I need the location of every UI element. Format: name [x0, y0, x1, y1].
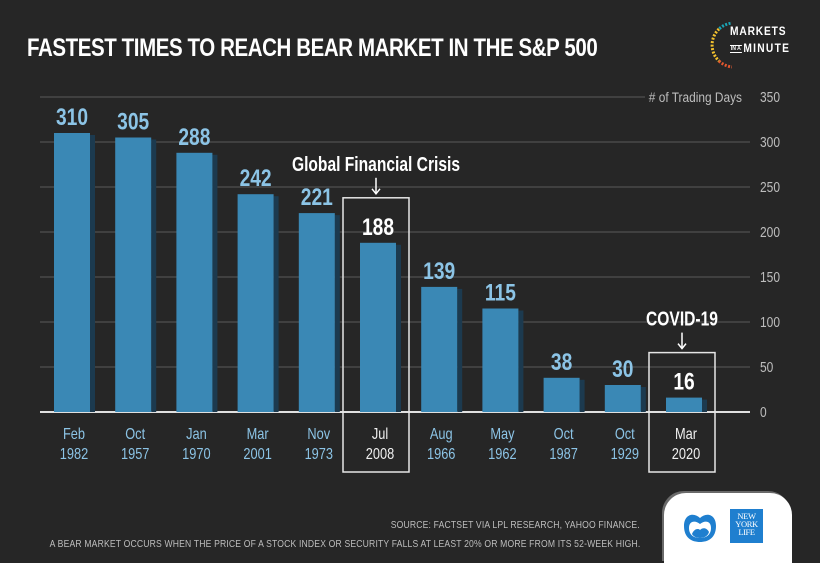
highlight-box — [342, 197, 410, 473]
bar-shadow — [396, 244, 401, 412]
x-tick-month: Aug — [430, 426, 453, 444]
bar-shadow — [579, 379, 585, 412]
bar-value-label: 221 — [301, 183, 333, 211]
bar-value-label: 305 — [117, 107, 149, 135]
logo-line-2: IN A MINUTE — [730, 41, 790, 55]
bar-shadow — [90, 135, 95, 412]
x-tick-year: 1966 — [427, 446, 455, 464]
bar-value-label: 188 — [362, 213, 394, 241]
bar — [360, 242, 396, 412]
bar-value-label: 115 — [485, 278, 516, 306]
y-axis-title: # of Trading Days — [649, 89, 743, 105]
y-tick-label: 100 — [760, 314, 780, 331]
x-tick-year: 1970 — [182, 446, 210, 464]
logo-line-1: MARKETS — [730, 24, 787, 38]
bar — [298, 213, 335, 412]
bar — [176, 152, 213, 413]
logo-ring-icon — [710, 21, 732, 69]
y-tick-label: 200 — [760, 224, 780, 241]
bar — [421, 286, 458, 412]
x-tick-year: 2020 — [672, 446, 700, 464]
new-york-life-mark-icon — [684, 514, 716, 542]
nyl-line: LIFE — [738, 527, 755, 537]
x-tick-year: 2001 — [243, 446, 271, 464]
bar-value-label: 139 — [423, 257, 455, 285]
x-tick-month: Oct — [554, 426, 574, 444]
x-tick-month: Nov — [307, 426, 330, 444]
y-tick-label: 300 — [760, 134, 780, 151]
annotation-arrowhead-icon — [371, 188, 381, 196]
annotation-label: Global Financial Crisis — [292, 153, 460, 175]
bar — [482, 308, 519, 412]
bar-value-label: 16 — [673, 368, 694, 396]
bar-value-label: 30 — [612, 355, 633, 383]
logo-minute: MINUTE — [743, 41, 791, 55]
x-tick-year: 1982 — [60, 446, 88, 464]
x-tick-month: Mar — [247, 426, 269, 444]
bar — [666, 397, 702, 412]
x-tick-year: 1957 — [121, 446, 149, 464]
bar-value-label: 242 — [240, 164, 272, 192]
y-tick-label: 50 — [760, 359, 774, 376]
markets-in-a-minute-logo: MARKETS IN A MINUTE — [710, 20, 810, 70]
x-tick-month: Jan — [186, 426, 207, 444]
nyl-line: NEW — [737, 511, 756, 521]
bar — [115, 137, 152, 412]
bar-shadow — [457, 288, 463, 412]
x-tick-year: 1973 — [305, 446, 333, 464]
bar — [604, 385, 641, 412]
x-tick-month: Oct — [125, 426, 145, 444]
x-tick-year: 2008 — [366, 446, 394, 464]
nyl-line: YORK — [735, 519, 758, 529]
bar — [237, 194, 274, 412]
y-tick-label: 0 — [760, 404, 767, 421]
bar-shadow — [640, 387, 646, 412]
x-tick-year: 1962 — [488, 446, 516, 464]
bar-shadow — [151, 139, 157, 412]
y-tick-label: 150 — [760, 269, 780, 286]
x-tick-month: Oct — [615, 426, 635, 444]
bar-shadow — [702, 399, 707, 412]
highlight-box — [648, 351, 716, 473]
annotation-label: COVID-19 — [646, 308, 718, 330]
bar-value-label: 38 — [551, 348, 572, 376]
x-tick-month: Mar — [675, 426, 697, 444]
x-tick-month: Jul — [372, 426, 388, 444]
x-tick-year: 1987 — [549, 446, 577, 464]
definition-note: A BEAR MARKET OCCURS WHEN THE PRICE OF A… — [49, 538, 640, 550]
logo-in-a: IN A — [730, 44, 742, 53]
y-tick-label: 350 — [760, 89, 780, 106]
bar-value-label: 310 — [56, 103, 88, 131]
x-tick-month: May — [490, 426, 515, 444]
bar-value-label: 288 — [178, 123, 210, 151]
source-note: SOURCE: FACTSET VIA LPL RESEARCH, YAHOO … — [390, 519, 640, 531]
y-tick-label: 250 — [760, 179, 780, 196]
bar-shadow — [518, 310, 524, 412]
bar-shadow — [212, 154, 218, 413]
bar-shadow — [334, 215, 340, 412]
bar — [543, 377, 580, 412]
bar — [54, 133, 90, 412]
bar-shadow — [273, 196, 279, 412]
new-york-life-logo: NEW YORK LIFE — [730, 509, 763, 543]
x-tick-month: Feb — [63, 426, 85, 444]
chart-title: FASTEST TIMES TO REACH BEAR MARKET IN TH… — [27, 34, 598, 62]
bar-chart: 0 50 100 150 200 250 300 350 310 305 288 242 221 188… — [40, 89, 780, 473]
x-tick-year: 1929 — [611, 446, 639, 464]
annotation-arrowhead-icon — [677, 343, 687, 350]
new-york-life-brand-card: NEW YORK LIFE — [664, 493, 792, 563]
